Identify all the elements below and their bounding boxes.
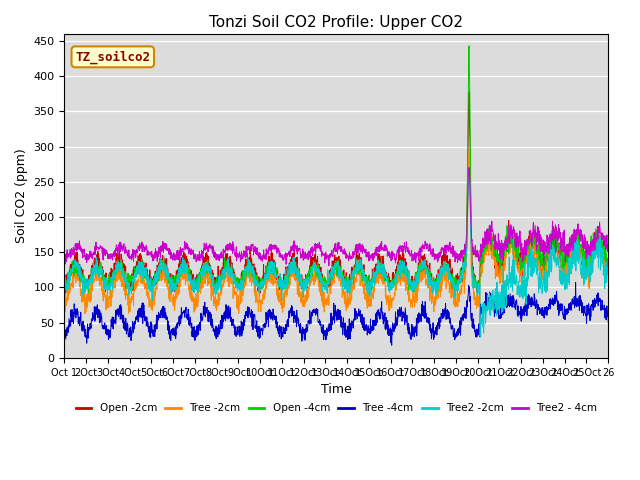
Tree -4cm — [88, 315, 96, 321]
Open -2cm — [88, 265, 96, 271]
Tree2 -2cm — [490, 309, 497, 314]
Tree2 -2cm — [88, 280, 96, 286]
Open -2cm — [490, 242, 497, 248]
Tree -4cm — [572, 279, 579, 285]
Line: Tree2 - 4cm: Tree2 - 4cm — [65, 168, 608, 265]
Line: Open -2cm: Open -2cm — [65, 92, 608, 294]
Open -4cm — [84, 289, 92, 295]
Open -2cm — [366, 291, 374, 297]
Tree2 -2cm — [325, 280, 333, 286]
Open -2cm — [61, 274, 68, 280]
Tree -4cm — [325, 328, 333, 334]
Tree2 - 4cm — [604, 242, 612, 248]
Tree2 -2cm — [477, 334, 484, 340]
Tree2 - 4cm — [490, 230, 497, 236]
Open -4cm — [61, 275, 68, 280]
Tree -2cm — [589, 257, 597, 263]
Open -4cm — [589, 245, 596, 251]
Tree2 - 4cm — [61, 254, 68, 260]
Tree -4cm — [489, 304, 497, 310]
Tree -2cm — [490, 249, 497, 254]
Tree2 -2cm — [61, 283, 68, 288]
Line: Open -4cm: Open -4cm — [65, 46, 608, 292]
Tree2 -2cm — [589, 253, 597, 259]
Tree -4cm — [310, 310, 318, 315]
Open -4cm — [465, 43, 473, 49]
Tree -2cm — [604, 266, 612, 272]
Tree2 -2cm — [465, 167, 473, 172]
Tree2 -2cm — [310, 260, 318, 266]
Open -4cm — [325, 276, 333, 282]
Open -2cm — [589, 240, 597, 246]
Text: TZ_soilco2: TZ_soilco2 — [76, 50, 150, 63]
Tree2 - 4cm — [589, 243, 597, 249]
Y-axis label: Soil CO2 (ppm): Soil CO2 (ppm) — [15, 148, 28, 243]
Tree -2cm — [465, 147, 473, 153]
Tree2 - 4cm — [325, 254, 333, 260]
Open -4cm — [589, 248, 597, 253]
Tree2 - 4cm — [465, 165, 472, 170]
Tree -4cm — [589, 297, 596, 303]
Tree2 - 4cm — [310, 247, 318, 253]
Open -2cm — [310, 262, 318, 267]
Title: Tonzi Soil CO2 Profile: Upper CO2: Tonzi Soil CO2 Profile: Upper CO2 — [209, 15, 463, 30]
Tree -4cm — [61, 330, 68, 336]
Tree -4cm — [589, 308, 597, 313]
Tree -2cm — [325, 288, 333, 293]
Tree -4cm — [388, 342, 396, 348]
Tree2 - 4cm — [325, 263, 333, 268]
Tree2 -2cm — [604, 278, 612, 284]
Open -4cm — [604, 255, 612, 261]
Open -4cm — [311, 264, 319, 270]
Open -2cm — [604, 256, 612, 262]
Tree -2cm — [81, 311, 89, 317]
Tree -2cm — [61, 301, 68, 307]
Tree -2cm — [311, 272, 319, 277]
Tree2 - 4cm — [589, 248, 596, 254]
Tree -2cm — [88, 279, 96, 285]
Line: Tree2 -2cm: Tree2 -2cm — [65, 169, 608, 337]
Open -4cm — [88, 268, 96, 274]
Open -2cm — [589, 259, 596, 264]
Open -4cm — [490, 244, 497, 250]
X-axis label: Time: Time — [321, 383, 352, 396]
Line: Tree -4cm: Tree -4cm — [65, 282, 608, 345]
Tree -2cm — [589, 250, 596, 255]
Tree2 - 4cm — [88, 251, 96, 257]
Tree -4cm — [604, 320, 612, 325]
Tree2 -2cm — [589, 269, 596, 275]
Open -2cm — [465, 89, 473, 95]
Legend: Open -2cm, Tree -2cm, Open -4cm, Tree -4cm, Tree2 -2cm, Tree2 - 4cm: Open -2cm, Tree -2cm, Open -4cm, Tree -4… — [72, 399, 601, 418]
Line: Tree -2cm: Tree -2cm — [65, 150, 608, 314]
Open -2cm — [325, 279, 333, 285]
